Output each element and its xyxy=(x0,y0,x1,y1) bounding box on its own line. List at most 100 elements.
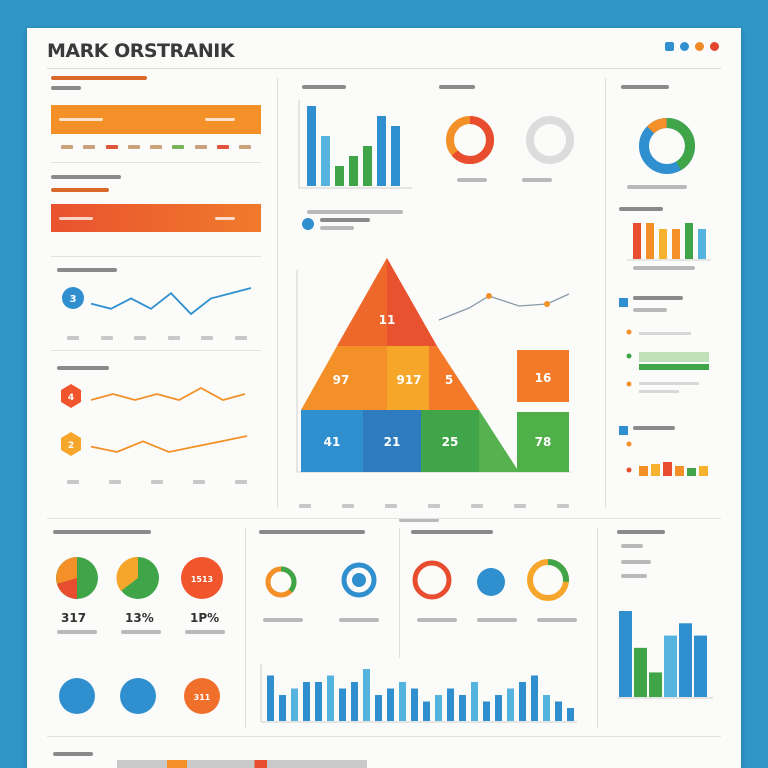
pyramid-label-bottom-1: 41 xyxy=(324,435,341,449)
barsBottom-bar xyxy=(375,695,382,721)
divider-left-1 xyxy=(51,162,261,163)
line-chart-1: 3 xyxy=(62,287,252,316)
barsBottom-bar xyxy=(435,695,442,721)
line-chart-2-badge xyxy=(61,384,81,408)
line-chart-3-badge xyxy=(61,432,81,456)
barsBottom-bar xyxy=(483,701,490,721)
line-chart-2: 4 2 xyxy=(61,384,248,456)
barsBottomRight-bar xyxy=(634,647,647,697)
divider-left-2 xyxy=(51,256,261,257)
pyramid-top-left xyxy=(337,258,387,346)
donut-caption-4 xyxy=(477,618,517,622)
pct-1: 317 xyxy=(61,611,87,625)
barsMidRight-bar xyxy=(651,464,660,476)
pyramid-bottom-1 xyxy=(301,410,363,472)
pyramid-bottom-2 xyxy=(363,410,421,472)
donut-row-lower xyxy=(265,559,569,601)
barsBottom-bar xyxy=(303,682,310,721)
barsTopLeft-bar xyxy=(321,136,330,186)
pct-caption-1 xyxy=(57,630,97,634)
barsBottom-bar xyxy=(363,669,370,721)
barsMidRight-bar xyxy=(663,462,672,476)
barsBottom-bar xyxy=(507,688,514,721)
right-heading-2 xyxy=(619,207,663,211)
bar-chart-right xyxy=(627,223,711,261)
barsTopRight-bar xyxy=(646,223,654,259)
share-icon[interactable] xyxy=(680,42,689,51)
barsBottom-bar xyxy=(447,688,454,721)
column-divider-2 xyxy=(605,78,606,508)
barsMidRight-bar xyxy=(699,466,708,476)
pyramid-overlay-line xyxy=(438,293,570,321)
side-box-green xyxy=(517,412,569,472)
section-heading-left-2 xyxy=(51,175,121,179)
right-donut-legend xyxy=(627,185,687,189)
donut-right xyxy=(639,118,695,174)
pyramid-bottom-3 xyxy=(421,410,479,472)
right-bar-legend xyxy=(633,266,695,270)
barsBottom-bar xyxy=(411,688,418,721)
tag-icon xyxy=(619,426,628,435)
barsTopLeft-bar xyxy=(391,126,400,186)
lower-list-1 xyxy=(621,560,651,564)
circle-row-2: 311 xyxy=(59,678,220,714)
settings-icon[interactable] xyxy=(695,42,704,51)
red-band xyxy=(51,204,261,232)
column-divider-1 xyxy=(277,78,278,508)
pie-row-1: 1513 xyxy=(56,556,223,599)
donut-legend xyxy=(457,178,487,182)
header-icons xyxy=(665,42,719,51)
barsTopRight-bar xyxy=(659,229,667,259)
barsBottomRight-bar xyxy=(664,635,677,697)
pyramid-middle-right xyxy=(429,346,479,410)
barsBottom-bar xyxy=(459,695,466,721)
close-icon[interactable] xyxy=(710,42,719,51)
infographic-sheet: MARK ORSTRANIK 3 4 2 xyxy=(27,28,741,768)
circle-label-3: 311 xyxy=(194,693,211,702)
barsBottom-bar xyxy=(315,682,322,721)
line-chart-heading-2 xyxy=(57,366,109,370)
barsBottomRight-bar xyxy=(679,623,692,697)
donut-legend-2 xyxy=(522,178,552,182)
barsTopLeft-bar xyxy=(377,116,386,186)
column-divider-5 xyxy=(597,528,598,728)
barsBottom-bar xyxy=(387,688,394,721)
pyramid-bottom-4 xyxy=(479,410,519,472)
bar-chart-lower-right xyxy=(617,611,713,699)
pie-label-3: 1513 xyxy=(191,575,213,584)
lower-heading-2 xyxy=(259,530,365,534)
right-heading-4 xyxy=(633,426,675,430)
barsBottomRight-bar xyxy=(619,611,632,697)
barsBottom-bar xyxy=(339,688,346,721)
barsBottom-bar xyxy=(291,688,298,721)
tick-row-2 xyxy=(67,336,247,340)
header-divider xyxy=(47,68,721,69)
donut-pair xyxy=(446,116,574,164)
section-sub-left-1 xyxy=(51,86,81,90)
print-icon[interactable] xyxy=(665,42,674,51)
mini-bars-right xyxy=(626,441,708,476)
pyramid-middle-left xyxy=(301,346,387,410)
barsMidRight-bar xyxy=(675,466,684,476)
info-text xyxy=(320,218,370,222)
barsBottom-bar xyxy=(279,695,286,721)
barsTopLeft-bar xyxy=(335,166,344,186)
tick-row-1 xyxy=(61,145,251,149)
bar-chart-top xyxy=(298,100,412,189)
checkbox-icon[interactable] xyxy=(619,298,628,307)
barsTopLeft-bar xyxy=(307,106,316,186)
right-sub-3 xyxy=(633,308,667,312)
section-sub-left-2 xyxy=(51,188,109,192)
barsMidRight-bar xyxy=(639,466,648,476)
barsBottom-bar xyxy=(327,675,334,721)
pyramid-label-top: 11 xyxy=(379,313,396,327)
pct-caption-3 xyxy=(185,630,225,634)
info-text-2 xyxy=(320,226,354,230)
section-heading-left-1 xyxy=(51,76,147,80)
line-chart-heading-1 xyxy=(57,268,117,272)
lower-heading-4 xyxy=(617,530,665,534)
footer-heading xyxy=(53,752,93,756)
side-box-orange-label: 16 xyxy=(535,371,552,385)
divider-lower xyxy=(47,518,721,519)
info-icon xyxy=(302,218,314,230)
